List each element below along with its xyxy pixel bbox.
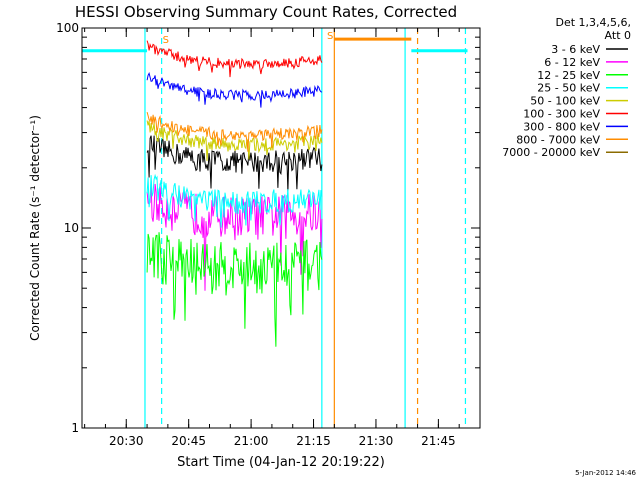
series-100-300-kev (146, 40, 323, 78)
legend-label-1: 6 - 12 keV (544, 56, 600, 69)
x-tick-label-0: 20:30 (109, 434, 144, 448)
chart-title: HESSI Observing Summary Count Rates, Cor… (75, 3, 457, 21)
footer-date: 5-Jan-2012 14:46 (575, 469, 636, 477)
plot-frame (81, 27, 481, 429)
legend-label-7: 800 - 7000 keV (516, 133, 600, 146)
series-3-6-kev (146, 135, 323, 192)
series-12-25-kev (146, 232, 323, 347)
legend-label-2: 12 - 25 keV (537, 69, 600, 82)
series-300-800-kev (146, 72, 323, 108)
legend-label-6: 300 - 800 keV (523, 120, 600, 133)
plot-area: SS (82, 28, 468, 428)
x-tick-label-5: 21:45 (421, 434, 456, 448)
series-800-7000-kev (146, 111, 323, 152)
annotation-0: S (327, 31, 333, 42)
series-50-100-kev (146, 120, 323, 161)
y-tick-label-2: 100 (56, 21, 79, 35)
legend-label-5: 100 - 300 keV (523, 108, 600, 121)
legend-label-4: 50 - 100 keV (530, 95, 600, 108)
x-tick-label-4: 21:30 (359, 434, 394, 448)
x-tick-label-3: 21:15 (296, 434, 331, 448)
legend-title-line-2: Att 0 (605, 29, 631, 42)
legend-title-line-1: Det 1,3,4,5,6, (555, 16, 631, 29)
y-axis-label: Corrected Count Rate (s⁻¹ detector⁻¹) (28, 115, 42, 341)
legend-label-0: 3 - 6 keV (551, 43, 600, 56)
x-tick-label-1: 20:45 (171, 434, 206, 448)
legend-label-8: 7000 - 20000 keV (502, 146, 600, 159)
series-25-50-kev (146, 173, 323, 228)
annotation-1: S (163, 35, 169, 46)
y-tick-label-0: 1 (71, 421, 79, 435)
y-tick-label-1: 10 (64, 221, 79, 235)
legend-label-3: 25 - 50 keV (537, 82, 600, 95)
x-axis-label: Start Time (04-Jan-12 20:19:22) (177, 455, 385, 470)
x-tick-label-2: 21:00 (234, 434, 269, 448)
axes: 20:30 20:45 21:00 21:15 21:30 21:45 1 10 100 (56, 21, 481, 448)
